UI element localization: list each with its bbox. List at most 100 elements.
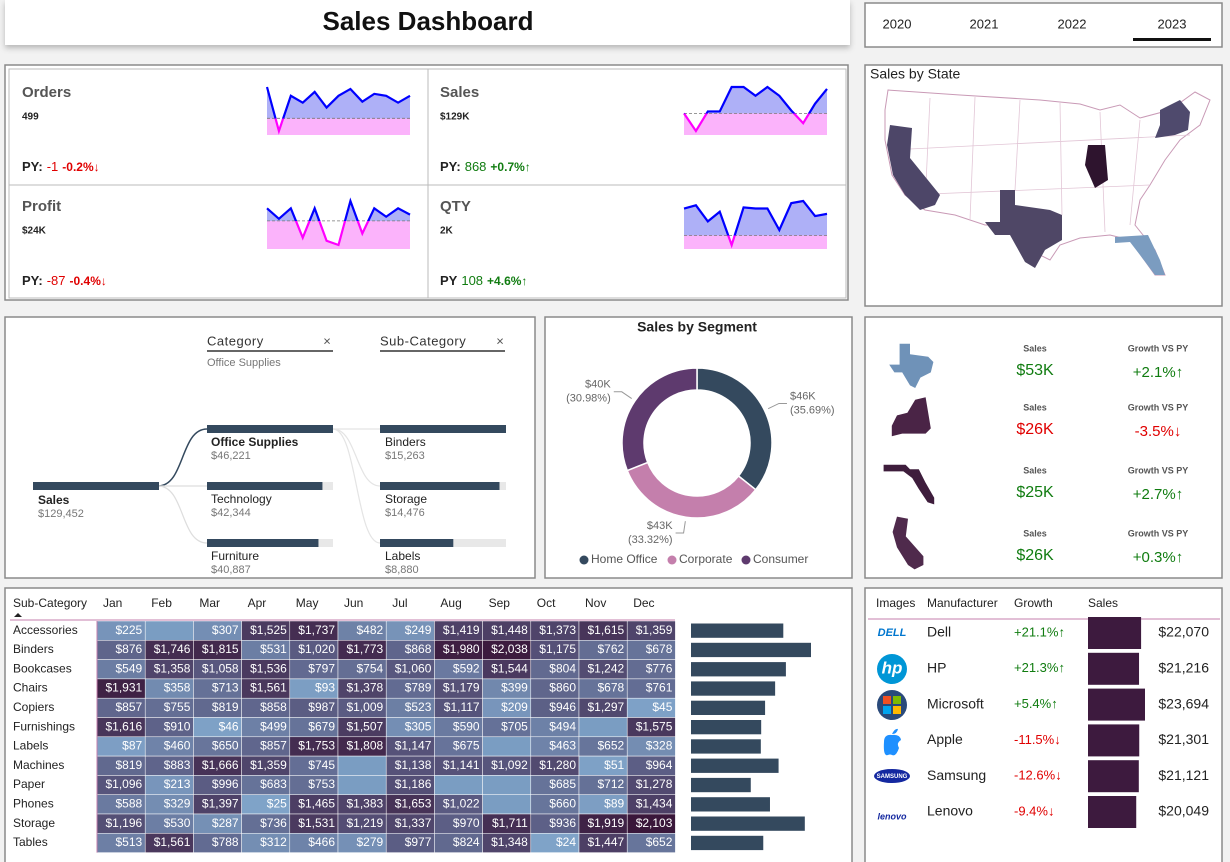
growth: -11.5%↓ — [1014, 732, 1061, 747]
node-bar — [380, 539, 454, 547]
state-california[interactable] — [887, 125, 940, 210]
legend-label: Consumer — [753, 552, 808, 566]
kpi-value: $24K — [22, 226, 47, 237]
cell-label: $1,141 — [443, 758, 480, 772]
slice-amount: $46K — [790, 390, 816, 402]
cell-label: $678 — [597, 681, 624, 695]
icon-california — [892, 516, 924, 570]
cell-label: $1,280 — [539, 758, 576, 772]
icon-texas — [889, 343, 934, 388]
cell-label: $1,020 — [298, 642, 335, 656]
donut-slice[interactable] — [621, 367, 698, 472]
node-bar — [207, 539, 319, 547]
empty-cell — [144, 620, 194, 641]
cell-label: $51 — [604, 758, 624, 772]
cell-label: $857 — [115, 700, 142, 714]
cell-label: $499 — [260, 719, 287, 733]
month-header: Mar — [199, 596, 220, 610]
cell-label: $996 — [212, 777, 239, 791]
card-label: Growth VS PY — [1128, 528, 1189, 538]
month-header: Feb — [151, 596, 172, 610]
cell-label: $761 — [646, 681, 673, 695]
empty-cell — [482, 775, 532, 795]
cell-label: $685 — [549, 777, 576, 791]
cell-label: $964 — [646, 758, 673, 772]
microsoft-logo-part — [883, 706, 891, 714]
cell-label: $1,616 — [105, 719, 142, 733]
card-growth: +2.1%↑ — [1133, 364, 1183, 381]
node-name[interactable]: Office Supplies — [211, 435, 299, 449]
node-name[interactable]: Labels — [385, 549, 420, 563]
cell-label: $819 — [212, 700, 239, 714]
row-label: Tables — [13, 835, 48, 849]
row-label: Machines — [13, 758, 64, 772]
close-icon[interactable]: × — [496, 333, 504, 348]
us-map — [884, 89, 1211, 276]
cell-label: $1,096 — [105, 777, 142, 791]
column-header[interactable]: Sales — [1088, 596, 1118, 610]
year-option[interactable]: 2023 — [1158, 16, 1187, 31]
node-name[interactable]: Technology — [211, 492, 272, 506]
year-selected-underline — [1133, 38, 1211, 41]
state-illinois[interactable] — [1085, 145, 1108, 188]
state-texas[interactable] — [985, 190, 1062, 268]
growth: -12.6%↓ — [1014, 768, 1062, 783]
manufacturer-name: HP — [927, 660, 946, 676]
cell-label: $1,531 — [298, 816, 335, 830]
row-label: Furnishings — [13, 719, 75, 733]
column-header[interactable]: Manufacturer — [927, 596, 998, 610]
growth: -9.4%↓ — [1014, 803, 1054, 818]
node-name[interactable]: Furniture — [211, 549, 259, 563]
cell-label: $1,397 — [202, 797, 239, 811]
column-header[interactable]: Images — [876, 596, 915, 610]
sales-bar — [1088, 724, 1140, 757]
leader-line — [675, 521, 686, 534]
card-sales: $53K — [1016, 362, 1054, 379]
matrix-header[interactable]: Sub-Category — [13, 596, 87, 610]
sales-bar — [1088, 688, 1145, 721]
legend-label: Home Office — [591, 552, 658, 566]
growth: +21.3%↑ — [1014, 660, 1065, 675]
kpi-label: Orders — [22, 84, 71, 101]
py-pct: +0.7%↑ — [490, 160, 530, 174]
cell-label: $652 — [646, 835, 673, 849]
year-option[interactable]: 2020 — [883, 16, 912, 31]
decomposition-tree: Category Sub-Category Office Supplies Sales… — [33, 333, 506, 575]
total-bar — [691, 816, 805, 831]
cell-label: $868 — [405, 642, 432, 656]
node-bar — [380, 425, 506, 433]
cell-label: $1,919 — [587, 816, 624, 830]
cell-label: $329 — [164, 797, 191, 811]
state-florida[interactable] — [1115, 235, 1165, 275]
cell-label: $788 — [212, 835, 239, 849]
sparkline — [683, 85, 828, 134]
sales-bar — [1088, 617, 1142, 649]
level-title: Category — [207, 333, 264, 348]
state-new-york[interactable] — [1155, 100, 1190, 138]
sort-indicator — [14, 613, 22, 617]
month-header: Oct — [537, 596, 556, 610]
cell-label: $225 — [115, 623, 142, 637]
logo-text: SAMSUNG — [877, 774, 908, 780]
microsoft-logo-part — [883, 696, 891, 704]
sparkline-area — [684, 87, 827, 135]
cell-label: $590 — [453, 719, 480, 733]
cell-label: $1,278 — [636, 777, 673, 791]
year-option[interactable]: 2021 — [970, 16, 999, 31]
total-bar — [691, 642, 811, 658]
manufacturer-name: Samsung — [927, 767, 986, 783]
node-name[interactable]: Storage — [385, 492, 427, 506]
cell-label: $858 — [260, 700, 287, 714]
kpi-py: PY: 868 +0.7%↑ — [440, 159, 531, 174]
year-option[interactable]: 2022 — [1058, 16, 1087, 31]
month-header: Sep — [489, 596, 511, 610]
node-name[interactable]: Binders — [385, 435, 426, 449]
sparkline — [265, 86, 411, 135]
close-icon[interactable]: × — [323, 333, 331, 348]
total-bar — [691, 758, 779, 773]
card-label: Growth VS PY — [1128, 402, 1189, 412]
row-label: Phones — [13, 797, 54, 811]
apple-logo — [883, 728, 901, 756]
manufacturer-name: Lenovo — [927, 803, 973, 819]
column-header[interactable]: Growth — [1014, 596, 1053, 610]
